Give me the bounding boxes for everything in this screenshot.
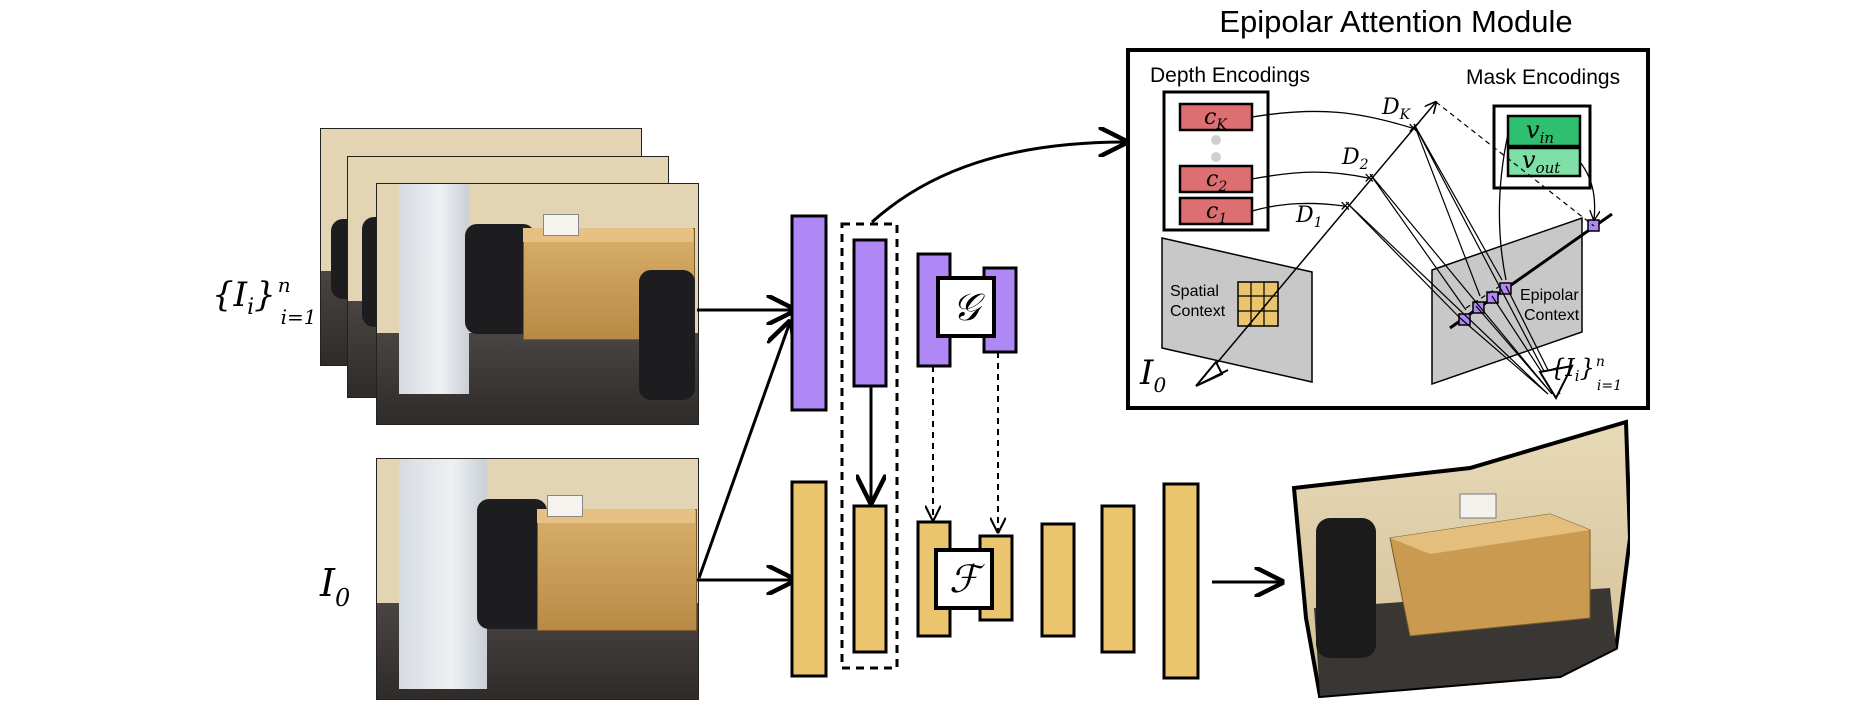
mask-token-vin [1506, 114, 1582, 148]
module-I0-label: I0 [1139, 353, 1166, 397]
DK-label: DK [1381, 95, 1412, 123]
spatial-grid [1237, 281, 1279, 327]
I0-camera-icon [1195, 360, 1229, 387]
proj-rays [1345, 123, 1561, 395]
D2-label: D2 [1341, 145, 1369, 173]
module-arrow [870, 142, 1126, 224]
vin-label: vin [1526, 116, 1554, 147]
cK-label: cK [1204, 105, 1228, 133]
output-reconstruction [1291, 419, 1630, 698]
c1-connection [1251, 202, 1345, 212]
camera-ray [1205, 102, 1436, 377]
D2-point: × [1364, 168, 1375, 188]
gold-block-2 [852, 504, 888, 654]
input-set-label: {Ii} n i=1 [212, 273, 317, 329]
f-function-box [934, 548, 994, 610]
D1-label: D1 [1295, 203, 1323, 231]
dashed-attention-frame [840, 222, 899, 670]
epipolar-sample-1 [1458, 313, 1471, 326]
c1-label: c1 [1206, 199, 1227, 227]
ellipsis-dot-2 [1211, 152, 1221, 162]
spatial-label-1: Spatial [1170, 283, 1219, 300]
gold-block-6 [1100, 504, 1136, 654]
c2-label: c2 [1206, 167, 1227, 195]
vout-label: vout [1522, 146, 1561, 177]
gold-block-1 [790, 480, 828, 678]
epipolar-label-1: Epipolar [1520, 287, 1579, 304]
c2-connection [1251, 171, 1369, 180]
ellipsis-dot-1 [1211, 135, 1221, 145]
source-camera-icon [1538, 364, 1574, 401]
gold-block-7 [1162, 482, 1200, 680]
gold-block-5 [1040, 522, 1076, 638]
DK-point: × [1408, 118, 1419, 138]
source-image-front [376, 183, 699, 425]
cK-connection [1251, 110, 1413, 129]
mask-encodings-label: Mask Encodings [1466, 66, 1620, 89]
depth-token-cK [1178, 102, 1254, 132]
reference-label: I0 [319, 561, 350, 612]
mask-arrows [1498, 133, 1595, 281]
depth-encodings-label: Depth Encodings [1150, 64, 1310, 87]
reference-image [376, 458, 699, 700]
cross-arrow [697, 322, 790, 579]
spatial-label-2: Context [1170, 303, 1226, 320]
purple-block-1 [790, 214, 828, 412]
module-title: Epipolar Attention Module [1219, 4, 1572, 39]
epipolar-label-2: Context [1524, 307, 1580, 324]
mask-token-vout [1506, 146, 1582, 178]
module-Ii-label: {Ii}n i=1 [1550, 354, 1622, 394]
g-function-box [936, 276, 996, 338]
spatial-plane [1161, 237, 1313, 383]
depth-token-c2 [1178, 164, 1254, 194]
purple-block-2 [852, 238, 888, 388]
epipolar-sample-2 [1472, 301, 1485, 314]
dashed-rays [1435, 101, 1595, 309]
D1-point: × [1340, 196, 1351, 216]
